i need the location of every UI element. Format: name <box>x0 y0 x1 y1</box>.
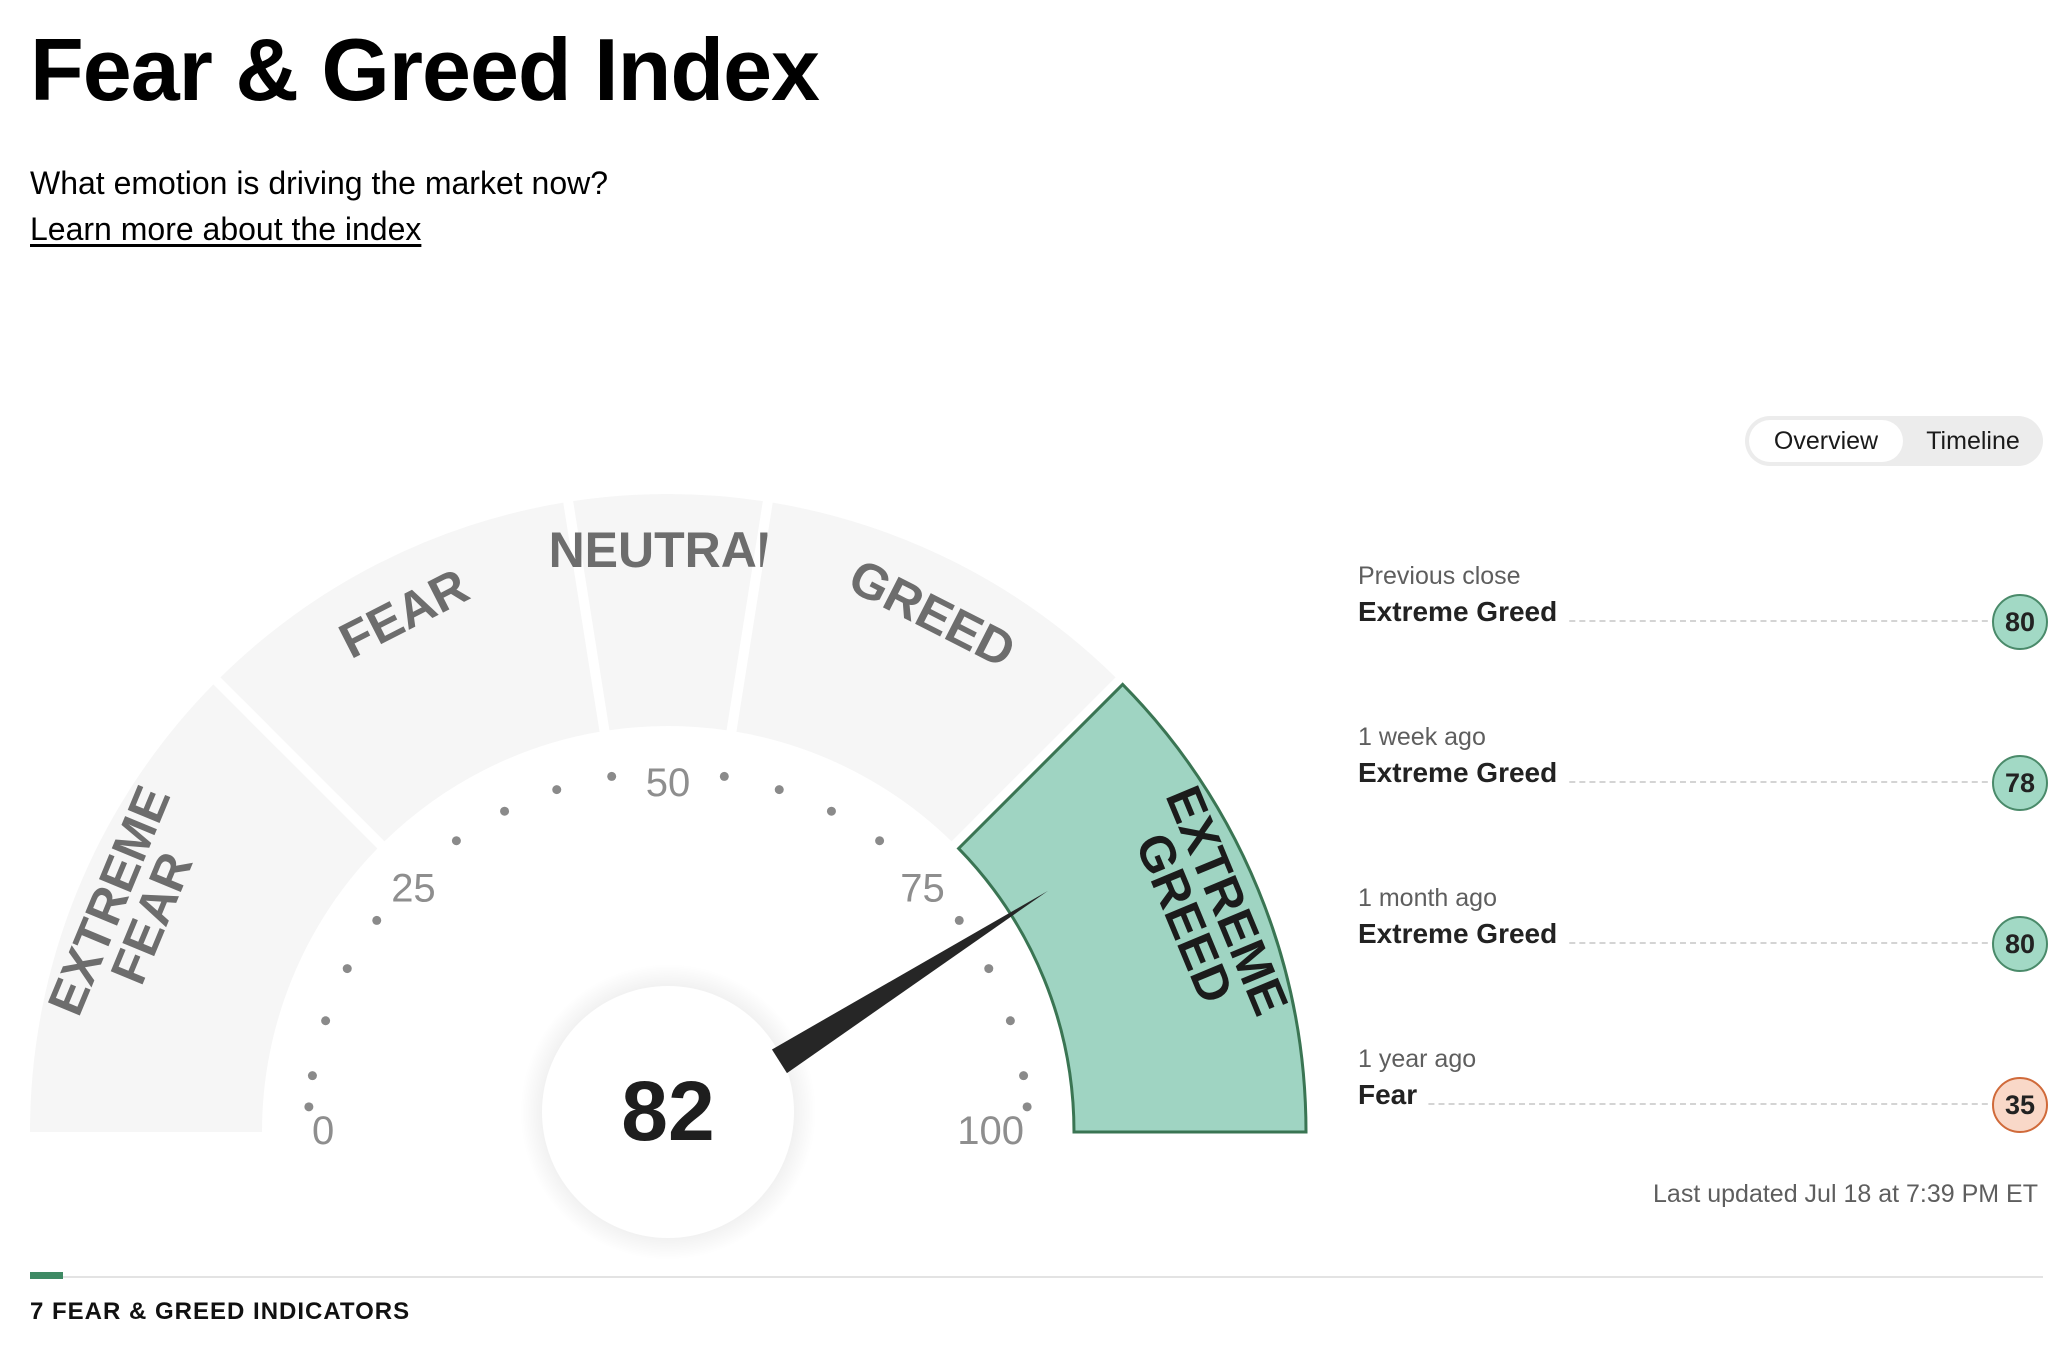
history-value-badge: 80 <box>1992 916 2048 972</box>
gauge-segment-extreme-fear <box>30 684 378 1132</box>
gauge-tick-label: 0 <box>312 1109 334 1153</box>
history-item-1-month: 1 month ago Extreme Greed 80 <box>1358 874 2048 1035</box>
history-item-1-week: 1 week ago Extreme Greed 78 <box>1358 713 2048 874</box>
history-value-badge: 35 <box>1992 1077 2048 1133</box>
gauge-tick-labels: 0 25 50 75 100 <box>312 761 1024 1153</box>
gauge-segment-label: NEUTRAL <box>549 522 788 578</box>
section-accent-bar <box>30 1272 63 1279</box>
gauge-tick-dot <box>1022 1102 1032 1112</box>
gauge-tick-dot <box>774 785 784 795</box>
gauge-tick-dot <box>552 785 562 795</box>
gauge-tick-dot <box>321 1016 331 1026</box>
gauge-tick-dot <box>451 836 461 846</box>
last-updated: Last updated Jul 18 at 7:39 PM ET <box>1653 1180 2038 1208</box>
history-rating: Extreme Greed <box>1358 918 1568 950</box>
gauge-tick-dot <box>304 1102 314 1112</box>
history-rating: Extreme Greed <box>1358 596 1568 628</box>
overview-tab[interactable]: Overview <box>1749 420 1903 462</box>
gauge-tick-dot <box>826 806 836 816</box>
history-item-previous-close: Previous close Extreme Greed 80 <box>1358 552 2048 713</box>
gauge-segment-fear <box>220 502 600 842</box>
history-period: 1 week ago <box>1358 723 1486 751</box>
dotted-leader <box>1358 620 2018 622</box>
gauge-hub-circle <box>542 986 794 1238</box>
history-rating: Fear <box>1358 1079 1428 1111</box>
history-value-badge: 78 <box>1992 755 2048 811</box>
gauge-tick-dot <box>500 806 510 816</box>
gauge-needle-pointer <box>771 890 1048 1074</box>
gauge-segment-neutral <box>573 493 763 731</box>
gauge-tick-dot <box>372 915 382 925</box>
history-rating: Extreme Greed <box>1358 757 1568 789</box>
gauge-tick-dot <box>1005 1016 1015 1026</box>
history-period: 1 month ago <box>1358 884 1497 912</box>
gauge-tick-dots <box>304 771 1032 1112</box>
page-subtitle: What emotion is driving the market now? <box>30 165 609 201</box>
gauge-hub <box>520 964 816 1260</box>
gauge-tick-dot <box>875 836 885 846</box>
gauge-tick-dot <box>984 964 994 974</box>
gauge-tick-label: 25 <box>391 866 436 910</box>
dotted-leader <box>1358 781 2018 783</box>
history-value-badge: 80 <box>1992 594 2048 650</box>
gauge-segment-greed <box>736 502 1116 842</box>
timeline-tab[interactable]: Timeline <box>1926 427 2020 455</box>
gauge-tick-dot <box>607 771 617 781</box>
gauge-segment-extreme-greed <box>956 682 1308 1134</box>
page-title: Fear & Greed Index <box>30 20 820 119</box>
history-list: Previous close Extreme Greed 80 1 week a… <box>1358 552 2048 1196</box>
gauge-tick-dot <box>307 1071 317 1081</box>
view-toggle: Overview Timeline <box>1745 416 2043 466</box>
history-period: Previous close <box>1358 562 1521 590</box>
indicators-section-title: 7 FEAR & GREED INDICATORS <box>30 1298 411 1325</box>
history-item-1-year: 1 year ago Fear 35 <box>1358 1035 2048 1196</box>
gauge-tick-dot <box>342 964 352 974</box>
gauge-tick-label: 50 <box>646 761 691 805</box>
dotted-leader <box>1358 942 2018 944</box>
history-period: 1 year ago <box>1358 1045 1477 1073</box>
gauge-tick-label: 100 <box>957 1109 1024 1153</box>
section-divider <box>30 1276 2043 1278</box>
gauge-needle <box>771 890 1048 1074</box>
dotted-leader <box>1358 1103 2018 1105</box>
learn-more-link[interactable]: Learn more about the index <box>30 211 422 247</box>
gauge-tick-label: 75 <box>900 866 945 910</box>
gauge-tick-dot <box>954 915 964 925</box>
gauge-tick-dot <box>1019 1071 1029 1081</box>
gauge-score: 82 <box>621 1064 714 1158</box>
gauge-tick-dot <box>719 771 729 781</box>
